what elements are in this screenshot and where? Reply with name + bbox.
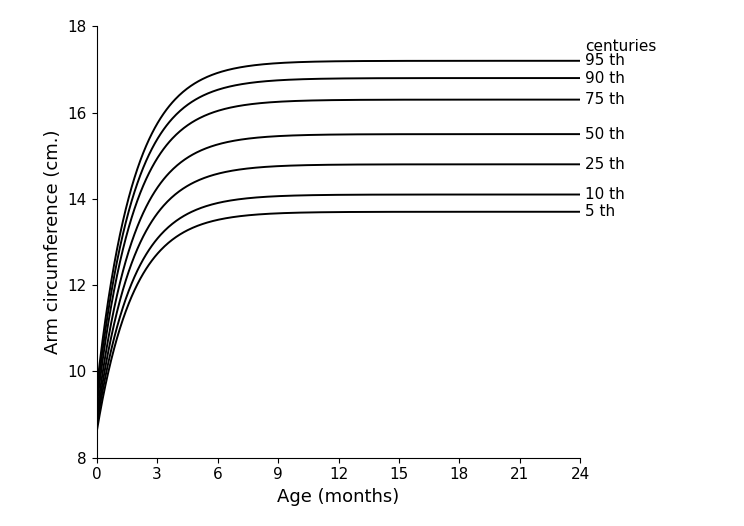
Text: 10 th: 10 th xyxy=(586,187,625,202)
Text: 95 th: 95 th xyxy=(586,53,625,68)
Text: 90 th: 90 th xyxy=(586,70,625,86)
Text: centuries: centuries xyxy=(586,39,656,54)
X-axis label: Age (months): Age (months) xyxy=(278,488,400,506)
Text: 25 th: 25 th xyxy=(586,157,625,172)
Text: 50 th: 50 th xyxy=(586,127,625,141)
Text: 5 th: 5 th xyxy=(586,204,615,219)
Text: 75 th: 75 th xyxy=(586,92,625,107)
Y-axis label: Arm circumference (cm.): Arm circumference (cm.) xyxy=(44,130,62,354)
